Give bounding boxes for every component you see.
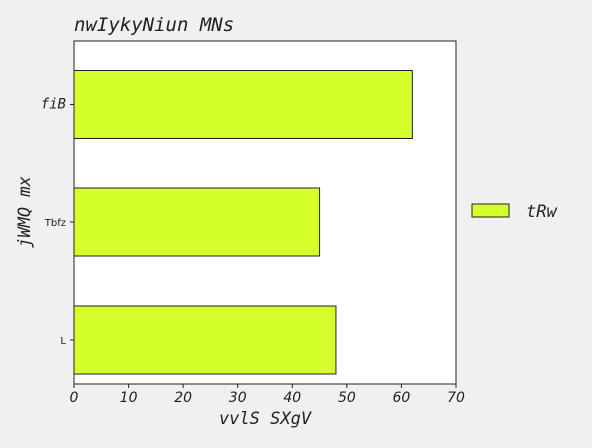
- bar-Tbfz: [73, 187, 321, 257]
- bars: [73, 70, 413, 375]
- y-axis-label: jWMQ mx: [15, 175, 35, 247]
- y-ticks: fiB Tbfz L: [41, 97, 74, 347]
- legend-swatch: [471, 203, 510, 218]
- bar-fiB: [73, 70, 413, 139]
- bar-L: [73, 305, 337, 375]
- x-tick-label: 30: [229, 390, 247, 406]
- y-tick-label: Tbfz: [44, 218, 66, 229]
- x-tick-label: 60: [393, 390, 411, 406]
- x-tick-label: 20: [174, 390, 192, 406]
- x-ticks: 0 10 20 30 40 50 60 70: [70, 384, 465, 406]
- y-tick-label: L: [60, 336, 66, 347]
- legend: tRw: [471, 202, 557, 222]
- x-tick-label: 70: [447, 390, 465, 406]
- x-tick-label: 10: [120, 390, 138, 406]
- x-tick-label: 50: [338, 390, 356, 406]
- y-tick-label: fiB: [41, 97, 66, 113]
- legend-label: tRw: [526, 202, 557, 222]
- chart-title: nwIykyNiun MNs: [74, 14, 234, 36]
- x-tick-label: 0: [70, 390, 79, 406]
- x-tick-label: 40: [283, 390, 301, 406]
- x-axis-label: vvlS SXgV: [219, 409, 312, 429]
- plot-frame: [73, 40, 457, 385]
